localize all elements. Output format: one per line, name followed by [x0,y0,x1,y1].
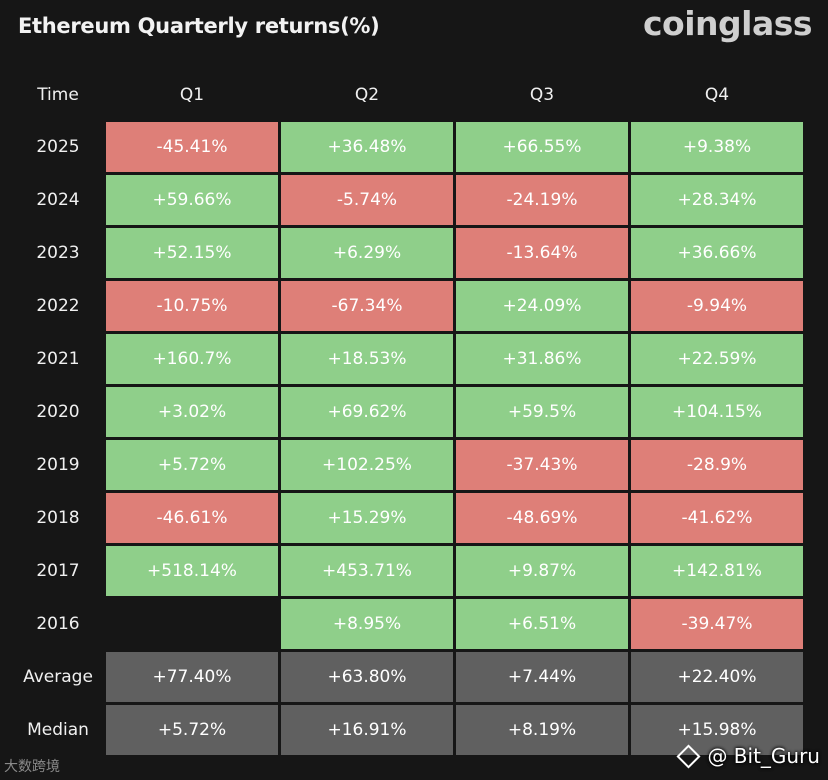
column-header: Q4 [704,85,730,105]
diamond-icon [676,743,701,769]
table-row: 2018 -46.61% +15.29% -48.69% -41.62% [13,493,803,543]
row-label: 2024 [36,190,80,210]
table-cell: +8.95% [281,599,453,649]
table-row: 2024 +59.66% -5.74% -24.19% +28.34% [13,175,803,225]
table-cell: +5.72% [106,440,278,490]
table-cell: +142.81% [631,546,803,596]
table-cell: +104.15% [631,387,803,437]
table-row: 2021 +160.7% +18.53% +31.86% +22.59% [13,334,803,384]
table-cell: +77.40% [106,652,278,702]
table-body: 2025 -45.41% +36.48% +66.55% +9.38% 2024 +59.6… [13,122,803,755]
row-label: 2025 [36,137,80,157]
brand-logo: coinglass [642,4,813,43]
table-cell: +52.15% [106,228,278,278]
table-cell: +63.80% [281,652,453,702]
table-row: 2023 +52.15% +6.29% -13.64% +36.66% [13,228,803,278]
table-cell: +16.91% [281,705,453,755]
table-cell: +3.02% [106,387,278,437]
table-cell: +69.62% [281,387,453,437]
table-cell: +5.72% [106,705,278,755]
table-cell: -41.62% [631,493,803,543]
table-cell: -67.34% [281,281,453,331]
row-label: 2017 [36,561,80,581]
table-cell: +6.29% [281,228,453,278]
column-header: Q1 [179,85,205,105]
summary-row: Median +5.72% +16.91% +8.19% +15.98% [13,705,803,755]
table-cell [106,599,278,649]
row-label: 2019 [36,455,80,475]
table-row: 2025 -45.41% +36.48% +66.55% +9.38% [13,122,803,172]
row-label: 2016 [36,614,80,634]
table-row: 2019 +5.72% +102.25% -37.43% -28.9% [13,440,803,490]
returns-table: Time Q1 Q2 Q3 Q4 2025 -45.41% +36.48% +66.5… [10,68,806,758]
table-cell: +102.25% [281,440,453,490]
table-cell: +15.29% [281,493,453,543]
table-cell: +160.7% [106,334,278,384]
summary-row: Average +77.40% +63.80% +7.44% +22.40% [13,652,803,702]
table-cell: +6.51% [456,599,628,649]
column-header: Q2 [354,85,380,105]
watermark-right: @ Bit_Guru [676,743,820,769]
table-cell: +453.71% [281,546,453,596]
table-cell: -46.61% [106,493,278,543]
watermark-left: 大数跨境 [4,756,60,776]
column-header: Time [37,85,79,105]
table-cell: +24.09% [456,281,628,331]
table-cell: +18.53% [281,334,453,384]
table-cell: +36.66% [631,228,803,278]
table-cell: -37.43% [456,440,628,490]
table-cell: +22.40% [631,652,803,702]
table-cell: +15.98% [631,705,803,755]
header-row: Time Q1 Q2 Q3 Q4 [13,71,803,119]
row-label: 2021 [36,349,80,369]
table-cell: -24.19% [456,175,628,225]
table-cell: -13.64% [456,228,628,278]
table-row: 2020 +3.02% +69.62% +59.5% +104.15% [13,387,803,437]
table-cell: +31.86% [456,334,628,384]
row-label: 2022 [36,296,80,316]
table-cell: +66.55% [456,122,628,172]
table-cell: +28.34% [631,175,803,225]
table-row: 2016 +8.95% +6.51% -39.47% [13,599,803,649]
table-cell: -48.69% [456,493,628,543]
table-cell: +59.66% [106,175,278,225]
row-label: Average [23,667,93,687]
row-label: 2018 [36,508,80,528]
table-row: 2022 -10.75% -67.34% +24.09% -9.94% [13,281,803,331]
chart-title: Ethereum Quarterly returns(%) [18,14,380,38]
column-header: Q3 [529,85,555,105]
row-label: 2023 [36,243,80,263]
watermark-right-text: @ Bit_Guru [707,744,820,768]
table-cell: -9.94% [631,281,803,331]
watermark-left-text: 大数跨境 [4,759,60,775]
table-cell: +9.38% [631,122,803,172]
table-cell: -45.41% [106,122,278,172]
table-cell: -28.9% [631,440,803,490]
table-cell: +59.5% [456,387,628,437]
table-cell: +22.59% [631,334,803,384]
table-row: 2017 +518.14% +453.71% +9.87% +142.81% [13,546,803,596]
row-label: Median [27,720,89,740]
table-cell: +36.48% [281,122,453,172]
row-label: 2020 [36,402,80,422]
table-cell: +518.14% [106,546,278,596]
table-cell: +9.87% [456,546,628,596]
table-cell: -39.47% [631,599,803,649]
table-cell: +8.19% [456,705,628,755]
table-cell: -5.74% [281,175,453,225]
table-cell: -10.75% [106,281,278,331]
table-cell: +7.44% [456,652,628,702]
